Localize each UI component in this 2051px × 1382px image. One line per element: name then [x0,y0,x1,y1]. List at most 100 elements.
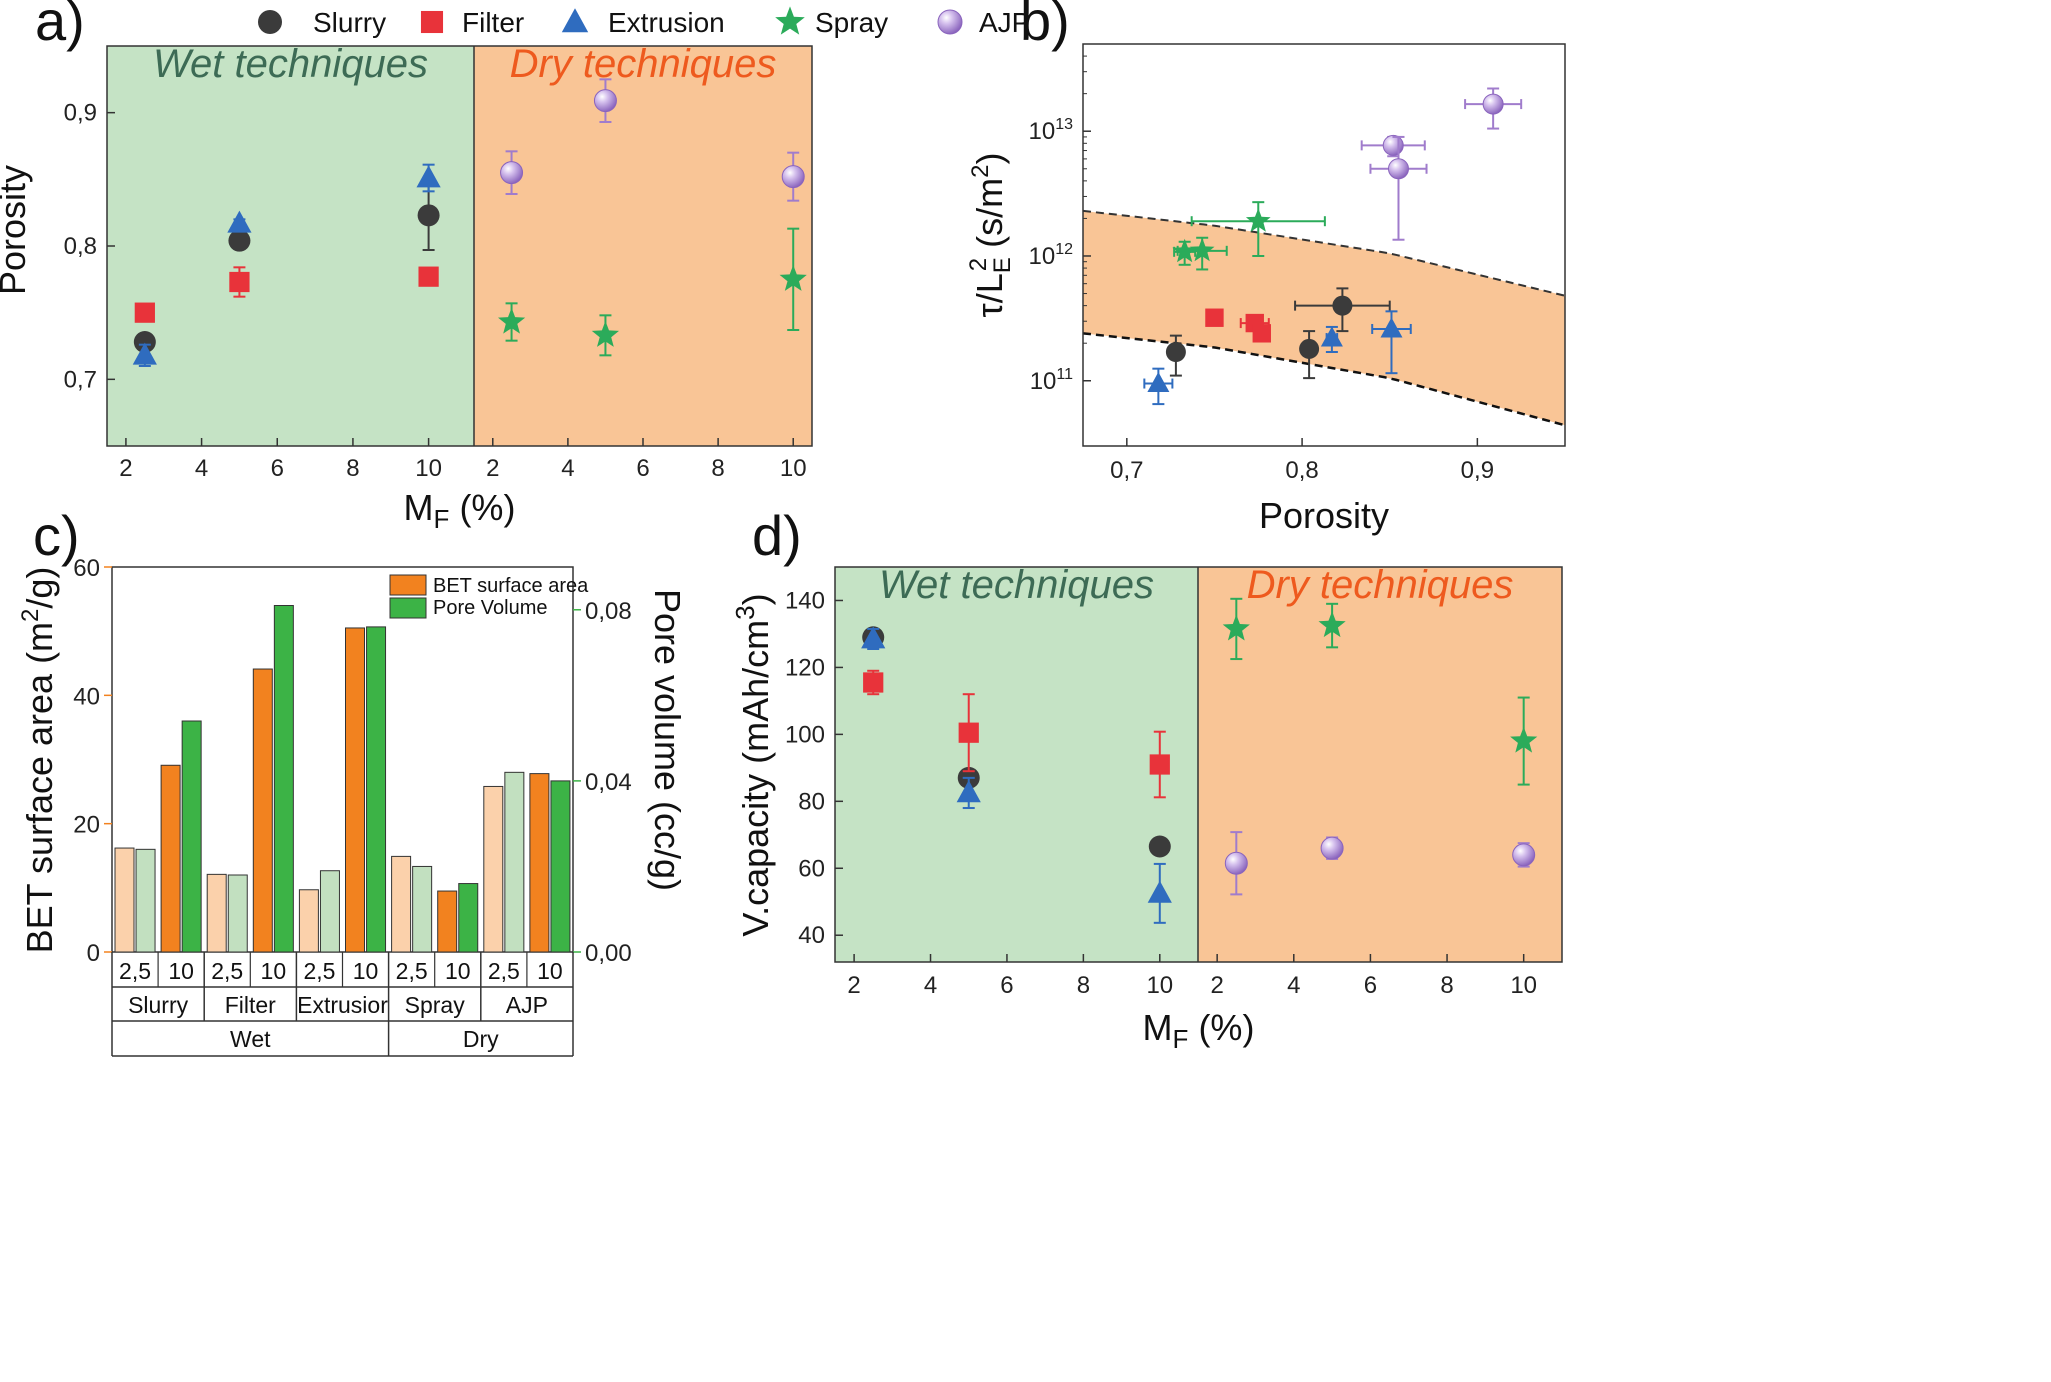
panel-label: d) [752,504,802,567]
y-tick-base: 10 [1029,118,1056,145]
panel-c: c) 0 20 40 60 0,00 0,04 0,08 BET surface area (m… [17,504,688,1057]
ajp-point [1224,851,1248,875]
x-tick-label: 8 [346,455,359,482]
spray-point [1222,614,1250,641]
plot-frame [1082,43,1566,447]
spray-point [1318,611,1346,638]
x-tick-label: 6 [1364,972,1377,999]
y-tick-label: 1011 [1030,366,1073,395]
dry-region [474,46,812,446]
mf-label: 10 [445,958,471,984]
spray-point [1510,726,1538,753]
x-tick-label: 6 [636,455,649,482]
y-left-label-tail: /g) [19,567,60,609]
y-tick-label: 1013 [1029,116,1074,145]
slurry-bet-bar [160,764,181,953]
panel-label: c) [33,504,80,567]
legend: Slurry Filter Extrusion Spray AJP [258,6,1030,38]
x-axis-label: MF (%) [1143,1007,1255,1054]
spray-bet-bar [437,890,458,953]
ajp-point [500,161,524,185]
x-axis-label: Porosity [1259,495,1389,536]
y-tick-label: 40 [798,922,825,949]
x-tick-label: 8 [1440,972,1453,999]
x-axis-label-main: M [1143,1007,1173,1048]
x-tick-label: 4 [924,972,937,999]
extrusior-pore-bar [319,870,340,953]
spray-point [1245,208,1271,232]
x-axis-label-tail: (%) [449,487,515,528]
technique-label: Slurry [128,992,189,1018]
technique-label: Extrusior [297,992,388,1018]
filter-point [1205,308,1224,327]
spray-point [1189,237,1215,262]
mf-label: 10 [168,958,194,984]
extrusion-point [416,165,441,188]
bet-legend-swatch [389,574,427,596]
spray-pore-bar [412,865,433,953]
y-axis-label: τ/LE2 (s/m2) [965,153,1016,318]
ajp-point [1382,134,1404,156]
ajp-bet-bar [483,785,504,953]
ajp-point [781,165,805,189]
x-tick-label: 4 [561,455,574,482]
x-axis-label-sub: F [434,504,450,534]
mf-label: 2,5 [303,958,335,984]
ajp-bet-bar [529,773,550,953]
filter-legend-label: Filter [462,7,524,38]
y-left-tick-label: 40 [73,683,100,710]
slurry-legend-label: Slurry [313,7,386,38]
dry-techniques-label: Dry techniques [510,42,777,86]
y-left-tick-label: 0 [87,940,100,967]
y-right-tick-label: 0,04 [585,769,632,796]
y-axis-label-unit: (s/m [969,178,1010,258]
filter-point [863,672,884,693]
mf-label: 10 [537,958,563,984]
extrusion-point [1380,317,1403,338]
spray-legend-marker [775,6,805,35]
x-tick-label: 8 [711,455,724,482]
category-label-wet: Wet [230,1026,271,1052]
wet-techniques-label: Wet techniques [879,563,1154,607]
extrusion-point [1147,372,1170,393]
extrusion-point [227,210,252,233]
filter-point [134,302,155,323]
y-tick-base: 10 [1029,243,1056,270]
extrusion-legend-label: Extrusion [608,7,725,38]
slurry-legend-marker [258,10,282,34]
slurry-point [1332,295,1353,316]
y-axis-label: Porosity [0,165,33,295]
y-left-label-main: BET surface area (m [19,622,60,953]
wet-region [107,46,474,446]
technique-label: Spray [405,992,466,1018]
x-tick-label: 10 [1146,972,1173,999]
dry-region [1198,567,1562,962]
x-tick-label: 8 [1077,972,1090,999]
spray-point [591,321,619,347]
mf-label: 10 [353,958,379,984]
ajp-point [1320,836,1344,860]
y-tick-label: 140 [785,587,825,614]
x-axis-label-main: M [404,487,434,528]
y-tick-label: 1012 [1029,241,1074,270]
y-tick-label: 0,9 [64,100,97,127]
y-tick-base: 10 [1030,368,1057,395]
y-left-tick-label: 60 [73,555,100,582]
extrusion-point [1320,326,1343,347]
slurry-point [417,204,440,227]
technique-label: Filter [225,992,276,1018]
mf-label: 2,5 [396,958,428,984]
ajp-legend-label: AJP [979,7,1030,38]
band-lower-line [1083,332,1565,427]
uncertainty-band [1083,210,1565,426]
x-tick-label: 6 [1000,972,1013,999]
x-axis-label-tail: (%) [1188,1007,1254,1048]
y-axis-label: V.capacity (mAh/cm3) [730,593,776,936]
y-tick-label: 60 [798,855,825,882]
extrusior-bet-bar [298,889,319,953]
x-tick-label: 10 [415,455,442,482]
technique-label: AJP [506,992,548,1018]
panel-d: d) Wet techniques Dry techniques 40 60 80 100 1… [730,504,1563,1054]
category-label-dry: Dry [463,1026,499,1052]
